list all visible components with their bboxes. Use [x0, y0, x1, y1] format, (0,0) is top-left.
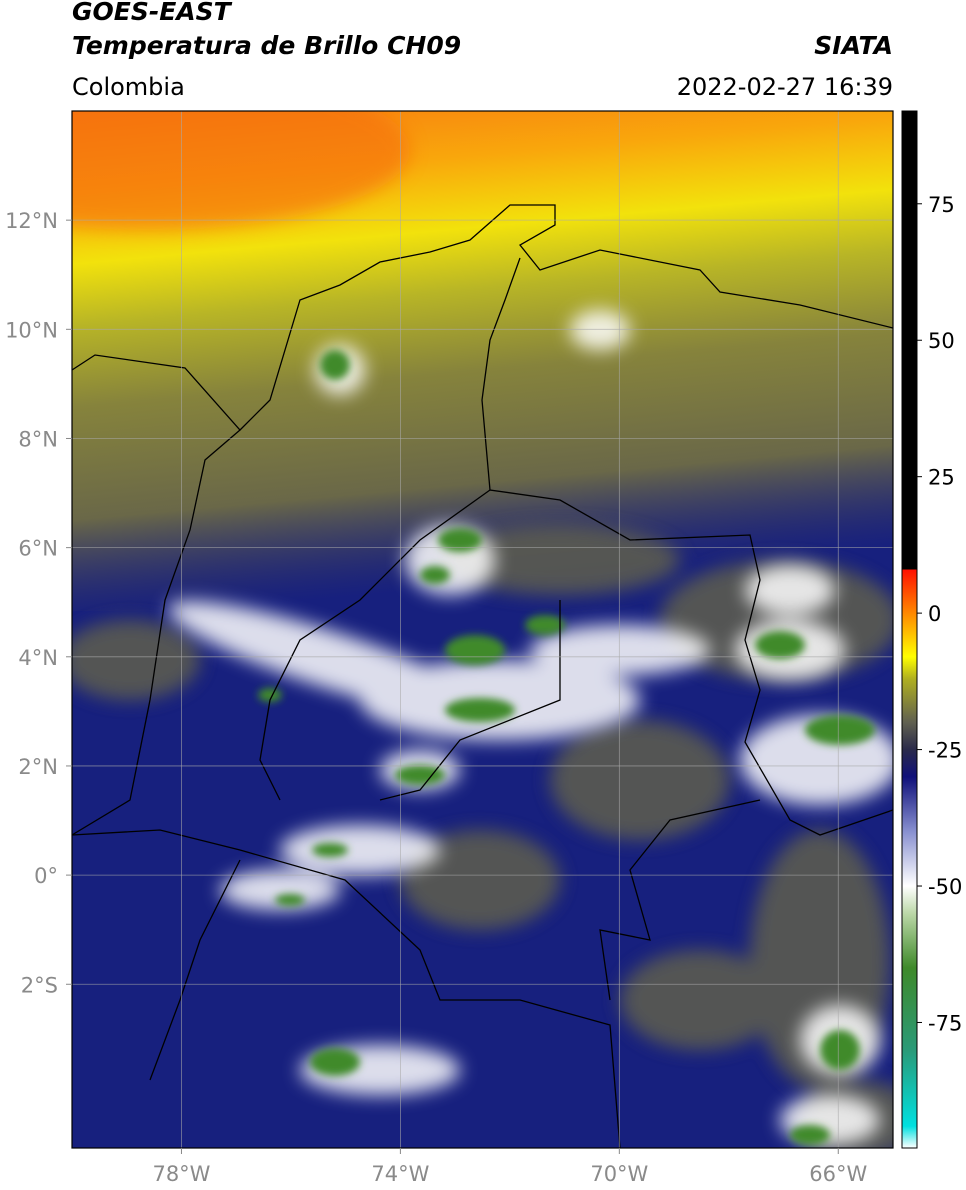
x-tick-label: 66°W	[809, 1162, 867, 1186]
y-tick-label: 4°N	[18, 646, 58, 670]
datetime: 2022-02-27 16:39	[677, 73, 893, 101]
y-tick-label: 2°N	[18, 755, 58, 779]
colorbar-tick-label: 25	[928, 466, 955, 490]
subtitle: Temperatura de Brillo CH09	[72, 31, 461, 60]
y-tick-label: 10°N	[5, 318, 58, 342]
grid	[72, 111, 893, 1148]
colorbar-tick-label: -25	[928, 739, 962, 763]
x-tick-label: 78°W	[152, 1162, 210, 1186]
y-tick-label: 2°S	[21, 973, 58, 997]
warm-area	[72, 111, 410, 230]
region: Colombia	[72, 73, 185, 101]
y-tick-label: 6°N	[18, 537, 58, 561]
title: GOES-EAST	[72, 0, 233, 26]
colorbar-tick-label: 75	[928, 193, 955, 217]
borders	[72, 204, 893, 1148]
map-frame	[71, 110, 894, 1149]
colorbar-tick-label: 50	[928, 329, 955, 353]
colorbar	[901, 110, 918, 1149]
y-tick-label: 8°N	[18, 427, 58, 451]
colorbar-tick-label: -50	[928, 875, 962, 899]
x-tick-label: 74°W	[371, 1162, 429, 1186]
y-tick-label: 0°	[34, 864, 58, 888]
cold-cores	[258, 350, 875, 1145]
y-tick-label: 12°N	[5, 209, 58, 233]
satellite-image	[72, 111, 893, 1148]
x-tick-label: 70°W	[590, 1162, 648, 1186]
colorbar-tick-label: 0	[928, 602, 941, 626]
colorbar-tick-label: -75	[928, 1011, 962, 1035]
source: SIATA	[814, 31, 893, 60]
